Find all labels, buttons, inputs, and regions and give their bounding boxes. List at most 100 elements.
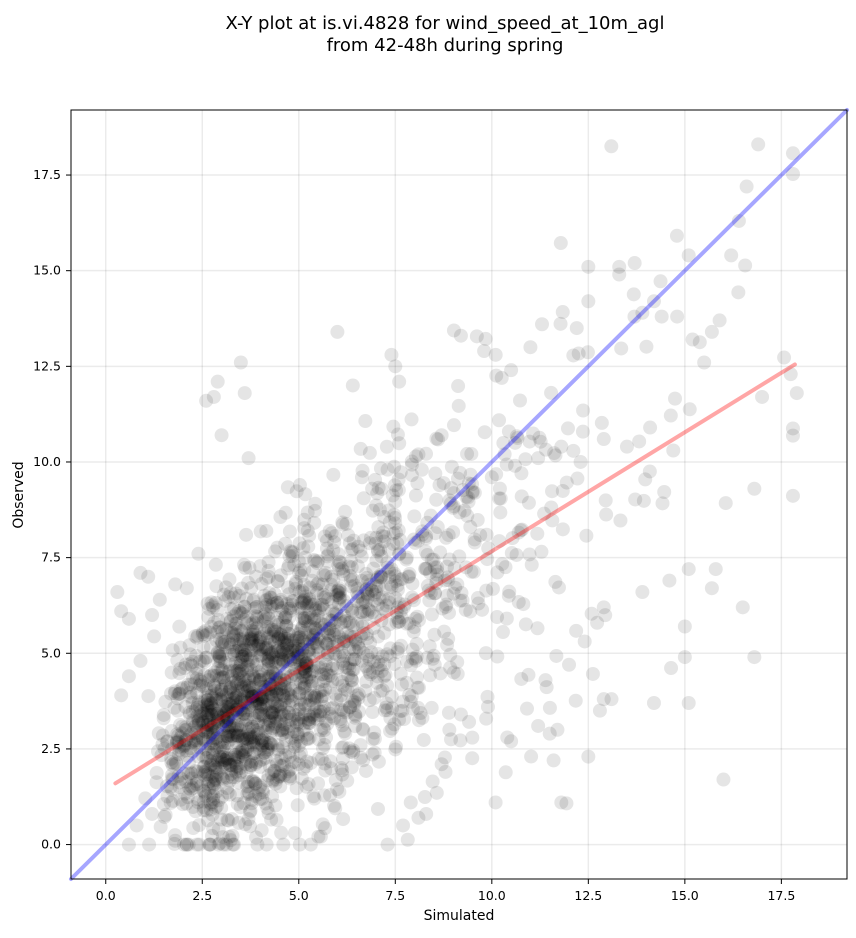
- scatter-point: [440, 588, 455, 603]
- scatter-point: [297, 661, 312, 676]
- scatter-point: [421, 583, 436, 598]
- scatter-point: [530, 526, 545, 541]
- scatter-point: [480, 689, 495, 704]
- scatter-point: [731, 285, 746, 300]
- scatter-point: [288, 643, 303, 658]
- x-tick-label: 17.5: [767, 888, 795, 903]
- scatter-point: [303, 709, 318, 724]
- scatter-point: [311, 751, 326, 766]
- scatter-point: [332, 581, 347, 596]
- y-axis-label: Observed: [11, 461, 27, 528]
- scatter-point: [420, 515, 435, 530]
- scatter-point: [480, 552, 495, 567]
- scatter-point: [228, 747, 243, 762]
- scatter-point: [191, 716, 206, 731]
- scatter-point: [354, 549, 369, 564]
- scatter-point: [542, 726, 557, 741]
- scatter-point: [389, 483, 404, 498]
- scatter-point: [785, 428, 800, 443]
- scatter-point: [219, 718, 234, 733]
- scatter-point: [224, 625, 239, 640]
- scatter-point: [566, 443, 581, 458]
- scatter-point: [209, 772, 224, 787]
- scatter-point: [264, 705, 279, 720]
- scatter-point: [256, 614, 271, 629]
- scatter-point: [307, 704, 322, 719]
- scatter-point: [200, 717, 215, 732]
- scatter-point: [384, 347, 399, 362]
- scatter-point: [313, 708, 328, 723]
- scatter-point: [191, 795, 206, 810]
- scatter-point: [261, 669, 276, 684]
- scatter-point: [173, 661, 188, 676]
- scatter-point: [200, 722, 215, 737]
- scatter-point: [193, 708, 208, 723]
- scatter-point: [345, 542, 360, 557]
- scatter-point: [244, 698, 259, 713]
- scatter-point: [314, 667, 329, 682]
- scatter-point: [204, 697, 219, 712]
- scatter-point: [214, 687, 229, 702]
- scatter-point: [360, 589, 375, 604]
- scatter-point: [221, 813, 236, 828]
- scatter-point: [267, 696, 282, 711]
- scatter-point: [351, 687, 366, 702]
- scatter-point: [339, 634, 354, 649]
- scatter-point: [274, 633, 289, 648]
- scatter-point: [305, 573, 320, 588]
- scatter-point: [475, 602, 490, 617]
- scatter-point: [273, 699, 288, 714]
- scatter-point: [295, 583, 310, 598]
- scatter-point: [379, 598, 394, 613]
- scatter-point: [188, 629, 203, 644]
- scatter-point: [241, 812, 256, 827]
- scatter-point: [697, 355, 712, 370]
- scatter-point: [415, 710, 430, 725]
- scatter-point: [255, 791, 270, 806]
- scatter-point: [255, 752, 270, 767]
- scatter-point: [394, 677, 409, 692]
- scatter-point: [370, 646, 385, 661]
- scatter-point: [514, 489, 529, 504]
- scatter-point: [356, 533, 371, 548]
- scatter-point: [210, 706, 225, 721]
- scatter-point: [331, 558, 346, 573]
- scatter-point: [612, 259, 627, 274]
- scatter-point: [261, 735, 276, 750]
- scatter-point: [405, 642, 420, 657]
- scatter-point: [282, 712, 297, 727]
- scatter-point: [302, 642, 317, 657]
- scatter-point: [343, 569, 358, 584]
- scatter-point: [314, 616, 329, 631]
- scatter-point: [302, 594, 317, 609]
- scatter-point: [261, 682, 276, 697]
- scatter-point: [176, 739, 191, 754]
- scatter-point: [199, 393, 214, 408]
- scatter-point: [427, 560, 442, 575]
- scatter-point: [230, 728, 245, 743]
- scatter-point: [269, 668, 284, 683]
- scatter-point: [194, 778, 209, 793]
- scatter-point: [260, 696, 275, 711]
- scatter-point: [215, 694, 230, 709]
- scatter-point: [220, 770, 235, 785]
- scatter-point: [296, 585, 311, 600]
- scatter-point: [241, 785, 256, 800]
- scatter-point: [221, 711, 236, 726]
- scatter-point: [203, 625, 218, 640]
- y-tick-label: 2.5: [41, 741, 61, 756]
- scatter-point: [346, 533, 361, 548]
- scatter-point: [333, 611, 348, 626]
- scatter-point: [218, 593, 233, 608]
- scatter-point: [286, 594, 301, 609]
- scatter-point: [310, 690, 325, 705]
- scatter-point: [188, 804, 203, 819]
- scatter-point: [170, 703, 185, 718]
- scatter-point: [418, 561, 433, 576]
- scatter-point: [271, 654, 286, 669]
- scatter-point: [163, 780, 178, 795]
- scatter-point: [405, 701, 420, 716]
- scatter-point: [294, 600, 309, 615]
- scatter-point: [179, 743, 194, 758]
- scatter-point: [244, 688, 259, 703]
